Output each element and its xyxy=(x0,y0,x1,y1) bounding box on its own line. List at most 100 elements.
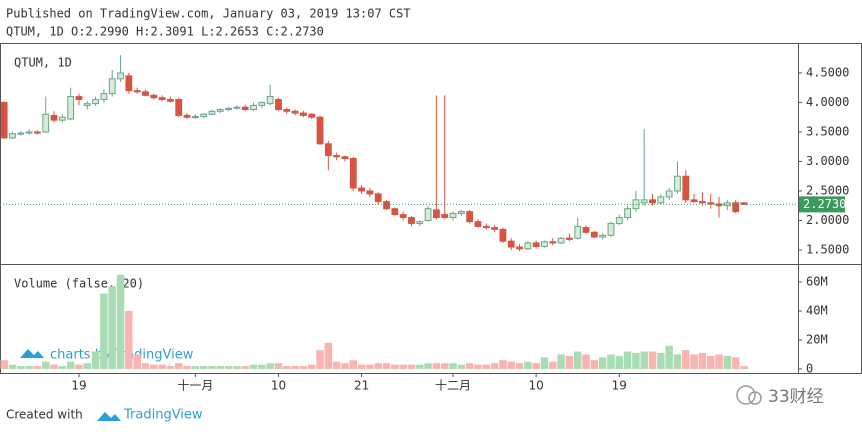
volume-bar xyxy=(316,350,324,369)
footer-logo xyxy=(97,412,121,421)
volume-bar xyxy=(565,355,574,369)
volume-bar xyxy=(249,364,258,369)
volume-bar xyxy=(673,354,682,369)
candle-body xyxy=(574,225,582,239)
price-tick-label: 2.5000 xyxy=(806,183,849,197)
candle-body xyxy=(408,217,415,224)
volume-bar xyxy=(640,351,648,369)
watermark-logo xyxy=(20,349,44,358)
candle-body xyxy=(441,214,449,219)
x-tick-label: 10 xyxy=(529,379,544,393)
candle-body xyxy=(516,246,523,250)
volume-bar xyxy=(524,361,532,369)
volume-bar xyxy=(0,360,8,369)
volume-bar xyxy=(474,364,482,369)
candle-body xyxy=(399,214,407,219)
volume-bar xyxy=(50,364,58,369)
volume-bar xyxy=(75,364,83,369)
volume-bar xyxy=(291,366,299,369)
volume-bar xyxy=(349,360,358,369)
candle-body xyxy=(67,96,75,120)
price-tick-label: 4.5000 xyxy=(806,65,849,79)
candle-body xyxy=(166,98,174,102)
volume-bar xyxy=(515,363,524,369)
candle-body xyxy=(0,101,8,139)
volume-bar xyxy=(507,361,515,369)
candle-body xyxy=(208,110,216,115)
last-price-box xyxy=(799,196,845,213)
price-tick-label: 3.5000 xyxy=(806,124,849,138)
candle-body xyxy=(233,106,241,109)
candle-body xyxy=(615,217,623,224)
price-tick-label: 3.0000 xyxy=(806,154,849,168)
volume-bar xyxy=(174,363,183,369)
candle-body xyxy=(241,106,249,111)
volume-bar xyxy=(465,363,474,369)
candle-body xyxy=(316,116,324,145)
volume-bar xyxy=(141,363,150,369)
volume-bar xyxy=(258,364,266,369)
candle-body xyxy=(524,242,532,250)
candle-body xyxy=(624,208,632,219)
x-tick-label: 十二月 xyxy=(435,379,471,393)
candle-body xyxy=(432,209,440,219)
volume-bar xyxy=(706,355,715,369)
volume-bar xyxy=(698,352,707,369)
volume-bar xyxy=(657,352,665,369)
candle-body xyxy=(341,156,349,160)
volume-bar xyxy=(8,364,17,369)
candle-body xyxy=(590,231,598,238)
candle-body xyxy=(474,221,482,227)
symbol-summary: QTUM, 1D O:2.2990 H:2.3091 L:2.2653 C:2.… xyxy=(6,25,324,39)
volume-bar xyxy=(158,364,166,369)
footer-brand: TradingView xyxy=(123,408,203,423)
candle-body xyxy=(565,237,573,240)
candle-body xyxy=(740,202,748,205)
volume-bar xyxy=(416,364,424,369)
volume-bar xyxy=(166,366,175,369)
candle-body xyxy=(108,78,116,95)
volume-bar xyxy=(682,350,690,369)
volume-bar xyxy=(241,366,249,369)
x-tick-label: 19 xyxy=(612,379,627,393)
candle-body xyxy=(183,114,191,118)
volume-bar xyxy=(457,364,466,369)
volume-bar xyxy=(623,351,632,369)
candle-body xyxy=(266,96,274,105)
candle-body xyxy=(374,193,382,203)
candle-body xyxy=(491,227,499,230)
volume-bar xyxy=(25,366,33,369)
candle-body xyxy=(225,107,233,111)
volume-bar xyxy=(332,361,341,369)
candle-body xyxy=(333,155,341,158)
volume-bar xyxy=(366,364,374,369)
volume-bar xyxy=(150,364,158,369)
candle-body xyxy=(258,101,266,106)
volume-bar xyxy=(100,293,108,369)
volume-bar xyxy=(183,366,191,369)
candle-body xyxy=(17,132,25,135)
volume-bar xyxy=(66,361,75,369)
candle-body xyxy=(25,131,33,134)
candle-body xyxy=(640,199,648,204)
candle-body xyxy=(532,242,540,247)
volume-bar xyxy=(191,366,200,369)
volume-bar xyxy=(374,363,382,369)
candle-body xyxy=(466,211,474,223)
volume-bar xyxy=(299,366,308,369)
volume-label: Volume (false, 20) xyxy=(14,277,144,291)
x-tick-label: 19 xyxy=(71,379,86,393)
volume-bar xyxy=(391,364,399,369)
volume-bar xyxy=(274,363,283,369)
published-line: Published on TradingView.com, January 03… xyxy=(6,7,411,21)
candle-body xyxy=(557,237,565,244)
candle-body xyxy=(142,91,149,96)
volume-bar xyxy=(307,364,316,369)
volume-bar xyxy=(615,355,624,369)
volume-bar xyxy=(208,366,216,369)
volume-bar xyxy=(324,342,333,369)
candle-body xyxy=(42,113,50,133)
candle-body xyxy=(33,131,41,134)
volume-tick-label: 60M xyxy=(806,274,828,288)
volume-bar xyxy=(83,363,92,369)
